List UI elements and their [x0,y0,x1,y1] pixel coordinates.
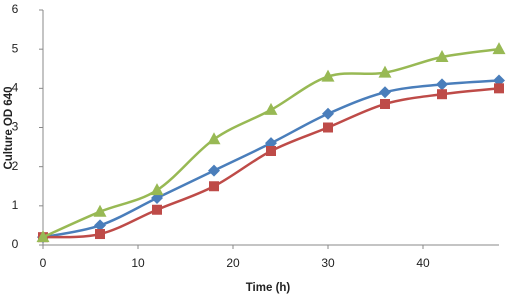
marker [209,181,219,192]
marker [322,107,334,120]
y-tick-label: 5 [12,41,19,55]
x-tick-label: 10 [131,256,145,270]
marker [436,78,448,91]
marker [379,86,391,99]
y-tick-label: 3 [12,120,19,134]
marker [378,65,392,78]
x-tick-label: 40 [416,256,430,270]
marker [435,50,449,62]
x-tick-label: 0 [40,256,47,270]
marker [494,83,504,94]
x-tick-label: 30 [321,256,335,270]
marker [208,164,220,177]
marker [264,102,278,115]
marker [380,99,390,109]
marker [321,69,335,82]
marker [93,204,107,217]
marker [437,89,447,100]
y-tick-label: 0 [12,237,19,251]
y-tick-label: 6 [12,2,19,16]
x-tick-label: 20 [226,256,240,270]
y-tick-label: 2 [12,159,19,173]
y-axis-title: Culture OD 640 [3,86,15,169]
y-tick-label: 1 [12,198,19,212]
marker [152,204,162,215]
marker [94,219,106,232]
marker [207,132,221,145]
marker [266,146,276,156]
marker [323,122,333,133]
marker [36,230,50,243]
x-axis-title: Time (h) [246,282,291,294]
marker [492,42,506,55]
marker [150,183,164,196]
y-tick-label: 4 [12,81,19,95]
marker [95,229,105,240]
